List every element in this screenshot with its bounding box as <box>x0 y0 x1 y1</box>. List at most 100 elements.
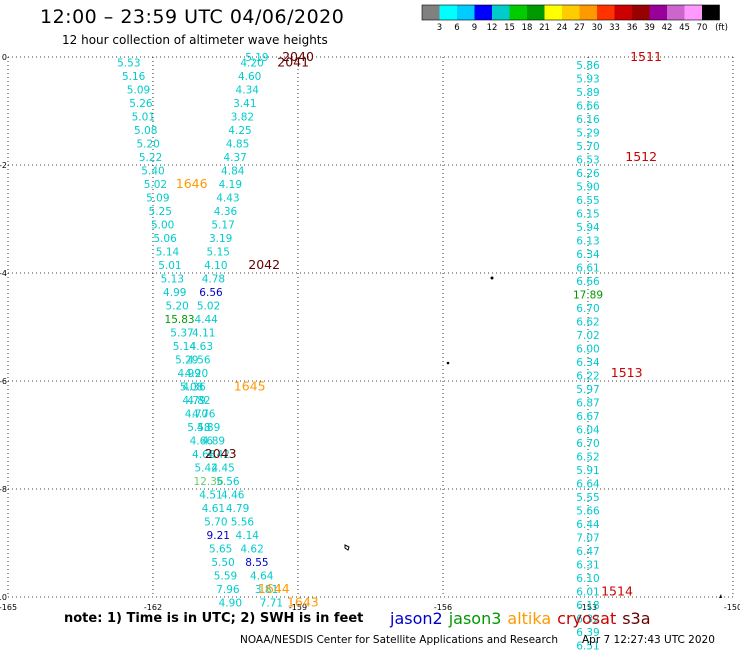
swh-value-label: 5.01 <box>158 260 181 272</box>
swh-value-label: 17.89 <box>573 290 603 302</box>
island-speck <box>719 594 722 598</box>
swh-value-label: 5.90 <box>576 182 599 194</box>
swh-value-label: 3.81 <box>255 584 278 596</box>
swh-value-label: 5.01 <box>132 111 155 123</box>
swh-value-label: 6.52 <box>576 452 599 464</box>
page-subtitle: 12 hour collection of altimeter wave hei… <box>62 33 328 47</box>
colorbar-swatch <box>667 5 685 20</box>
swh-value-label: 5.55 <box>576 492 599 504</box>
swh-value-label: 5.56 <box>231 516 255 528</box>
colorbar-swatch <box>527 5 545 20</box>
y-tick-label: -2 <box>0 161 7 170</box>
swh-value-label: 4.68 <box>192 449 215 461</box>
pass-number-label: 2040 <box>282 49 314 64</box>
swh-value-label: 6.62 <box>576 317 599 329</box>
swh-value-label: 7.07 <box>576 533 599 545</box>
swh-value-label: 6.51 <box>576 641 599 650</box>
pass-number-label: 1513 <box>611 365 643 380</box>
colorbar-label: 12 <box>487 23 498 33</box>
x-tick-label: -156 <box>434 603 452 612</box>
swh-value-label: 15.83 <box>165 314 195 326</box>
swh-value-label: 5.26 <box>129 98 153 110</box>
colorbar-swatch <box>457 5 475 20</box>
colorbar-label: 27 <box>574 23 585 33</box>
swh-value-label: 4.56 <box>187 354 211 366</box>
swh-value-label: 4.63 <box>190 341 213 353</box>
colorbar-swatch <box>439 5 457 20</box>
colorbar-swatch <box>597 5 615 20</box>
swh-value-label: 4.89 <box>202 435 225 447</box>
swh-value-label: 5.91 <box>576 465 599 477</box>
swh-value-label: 5.65 <box>209 543 232 555</box>
pass-number-label: 1514 <box>601 584 633 599</box>
swh-value-label: 3.82 <box>231 111 254 123</box>
colorbar-swatch <box>649 5 667 20</box>
swh-value-label: 6.64 <box>576 479 600 491</box>
swh-value-label: 4.64 <box>250 570 274 582</box>
swh-value-label: 5.15 <box>207 246 230 258</box>
swh-value-label: 6.32 <box>576 614 599 626</box>
swh-value-label: 5.22 <box>139 152 162 164</box>
chart-marks: 5.535.165.095.265.015.085.205.225.405.02… <box>117 49 662 650</box>
swh-value-label: 5.70 <box>576 141 599 153</box>
swh-value-label: 5.16 <box>122 71 146 83</box>
colorbar-swatch <box>422 5 440 20</box>
swh-value-label: 5.97 <box>576 384 599 396</box>
swh-value-label: 4.62 <box>240 543 263 555</box>
colorbar-label: 24 <box>557 23 568 33</box>
x-tick-label: -159 <box>289 603 307 612</box>
swh-value-label: 6.67 <box>576 411 599 423</box>
pass-number-label: 1644 <box>258 581 290 596</box>
y-tick-label: 0 <box>2 53 7 62</box>
colorbar-swatch <box>684 5 702 20</box>
axis-ticks: -165 -162 -159 -156 -153 -150 0 -2 -4 -6 -8 -10 <box>0 53 740 612</box>
swh-value-label: 5.14 <box>173 341 197 353</box>
swh-value-label: 5.66 <box>576 506 600 518</box>
swh-value-label: 4.36 <box>214 206 238 218</box>
colorbar-label: 30 <box>592 23 603 33</box>
swh-value-label: 5.94 <box>576 222 600 234</box>
swh-value-label: 4.19 <box>219 179 242 191</box>
x-tick-label: -150 <box>724 603 740 612</box>
swh-value-label: 5.09 <box>127 84 150 96</box>
swh-value-label: 6.61 <box>576 263 599 275</box>
swh-value-label: 5.42 <box>194 462 217 474</box>
swh-value-label: 4.90 <box>219 597 242 609</box>
legend-s3a: s3a <box>622 609 651 628</box>
swh-value-label: 4.99 <box>163 287 186 299</box>
satellite-legend: jason2 jason3 altika cryosat s3a <box>390 609 657 628</box>
swh-value-label: 4.44 <box>194 314 218 326</box>
swh-value-label: 5.37 <box>170 327 193 339</box>
colorbar-label: 33 <box>609 23 620 33</box>
swh-value-label: 5.89 <box>576 87 599 99</box>
colorbar-label: 6 <box>454 23 459 33</box>
swh-value-label: 5.08 <box>180 381 203 393</box>
swh-value-label: 5.17 <box>211 219 234 231</box>
swh-value-label: 4.43 <box>216 192 239 204</box>
colorbar-swatch <box>702 5 720 20</box>
pass-number-label: 1645 <box>234 378 266 393</box>
swh-value-label: 6.18 <box>576 600 599 612</box>
swh-value-label: 4.11 <box>192 327 215 339</box>
swh-value-label: 3.41 <box>233 98 256 110</box>
swh-value-label: 6.00 <box>576 344 599 356</box>
colorbar-label: 70 <box>697 23 708 33</box>
swh-value-label: 5.70 <box>204 516 227 528</box>
timestamp: Apr 7 12:27:43 UTC 2020 <box>582 634 715 646</box>
swh-value-label: 6.34 <box>576 357 600 369</box>
swh-value-label: 4.10 <box>204 260 227 272</box>
swh-value-label: 4.42 <box>207 449 230 461</box>
colorbar-swatch <box>632 5 650 20</box>
swh-value-label: 6.66 <box>576 101 600 113</box>
swh-value-label: 6.55 <box>576 195 599 207</box>
swh-value-label: 4.46 <box>221 489 245 501</box>
colorbar-label: 18 <box>522 23 533 33</box>
colorbar-swatch <box>579 5 597 20</box>
swh-value-label: 6.56 <box>199 287 223 299</box>
credit-text: NOAA/NESDIS Center for Satellite Applica… <box>240 634 558 646</box>
swh-value-label: 6.22 <box>576 371 599 383</box>
swh-value-label: 5.56 <box>216 476 240 488</box>
swh-value-label: 6.70 <box>576 303 599 315</box>
colorbar-label: 36 <box>627 23 638 33</box>
